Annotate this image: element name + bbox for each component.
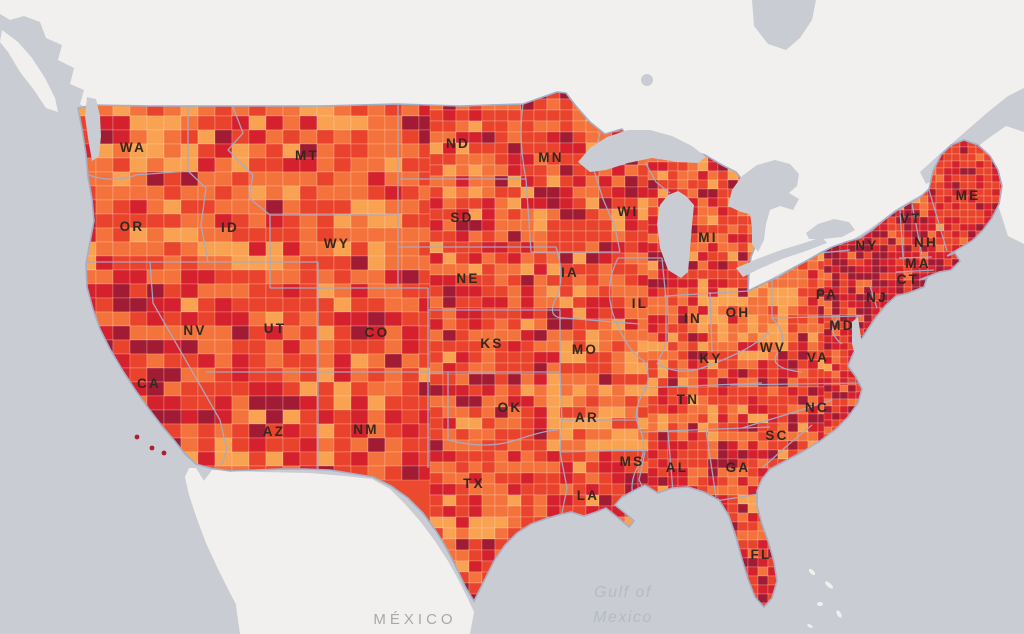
channel-island: [134, 434, 140, 440]
bahamas-island: [807, 624, 813, 628]
state-label-ny: NY: [855, 238, 878, 253]
state-label-nc: NC: [805, 400, 829, 415]
state-label-tx: TX: [463, 476, 485, 491]
puget-sound: [85, 97, 101, 161]
state-label-sd: SD: [450, 210, 473, 225]
channel-island: [149, 445, 155, 451]
state-label-ky: KY: [699, 351, 722, 366]
state-label-ms: MS: [620, 454, 645, 469]
state-label-vt: VT: [900, 211, 922, 226]
state-label-nj: NJ: [866, 290, 888, 305]
state-label-wa: WA: [120, 140, 146, 155]
state-label-ct: CT: [897, 272, 919, 287]
channel-island: [161, 450, 167, 456]
state-label-md: MD: [829, 318, 854, 333]
bahamas-island: [836, 610, 842, 618]
state-label-nd: ND: [446, 136, 470, 151]
state-label-ca: CA: [137, 376, 161, 391]
state-label-or: OR: [120, 219, 145, 234]
state-label-il: IL: [632, 296, 648, 311]
state-label-nh: NH: [914, 235, 938, 250]
lake-huron: [728, 160, 799, 252]
baja-california: [185, 468, 269, 634]
state-label-al: AL: [666, 460, 688, 475]
chesapeake-bay: [852, 317, 866, 366]
state-label-in: IN: [684, 311, 702, 326]
state-label-me: ME: [956, 188, 981, 203]
bahamas-island: [808, 568, 816, 576]
state-label-sc: SC: [765, 428, 788, 443]
state-label-id: ID: [221, 220, 239, 235]
state-label-mo: MO: [572, 342, 598, 357]
state-label-pa: PA: [816, 287, 838, 302]
bahamas-island: [817, 602, 823, 606]
state-label-fl: FL: [751, 547, 772, 562]
bahamas-island: [824, 581, 834, 589]
state-label-oh: OH: [726, 305, 751, 320]
place-labels-layer: Gulf of Mexico MÉXICO: [373, 584, 653, 628]
lake-nipigon: [641, 74, 653, 86]
state-label-ar: AR: [575, 410, 599, 425]
state-label-wv: WV: [760, 340, 786, 355]
lake-erie: [736, 237, 827, 277]
state-label-ia: IA: [561, 265, 579, 280]
state-borders: [80, 103, 948, 519]
state-label-ga: GA: [726, 460, 751, 475]
state-label-az: AZ: [263, 424, 285, 439]
gulf-of-mexico-label-line2: Mexico: [593, 609, 653, 626]
state-label-va: VA: [807, 350, 829, 365]
state-label-wy: WY: [324, 236, 350, 251]
state-label-nm: NM: [353, 422, 378, 437]
vancouver-island: [0, 30, 58, 112]
state-label-tn: TN: [677, 392, 699, 407]
state-label-la: LA: [577, 488, 599, 503]
mexico-landmass: [200, 470, 474, 634]
gulf-of-mexico-label-line1: Gulf of: [594, 584, 652, 601]
state-label-wi: WI: [618, 204, 639, 219]
lake-superior: [578, 130, 706, 172]
lake-michigan: [657, 191, 694, 278]
state-label-ks: KS: [480, 336, 503, 351]
state-label-nv: NV: [183, 323, 206, 338]
state-label-ne: NE: [456, 271, 479, 286]
state-label-mn: MN: [538, 150, 563, 165]
state-label-mt: MT: [295, 148, 319, 163]
us-national-outline: [77, 91, 1003, 609]
state-label-co: CO: [365, 325, 390, 340]
james-bay: [752, 0, 816, 50]
state-label-ut: UT: [264, 321, 286, 336]
state-labels-layer: WA OR CA NV ID UT AZ MT WY CO NM ND SD NE KS OK TX MN IA MO…: [120, 136, 981, 562]
state-label-ma: MA: [905, 256, 930, 271]
state-label-mi: MI: [698, 230, 717, 245]
mexico-country-label: MÉXICO: [373, 611, 456, 628]
lake-ontario: [806, 219, 855, 239]
state-label-ok: OK: [498, 400, 523, 415]
